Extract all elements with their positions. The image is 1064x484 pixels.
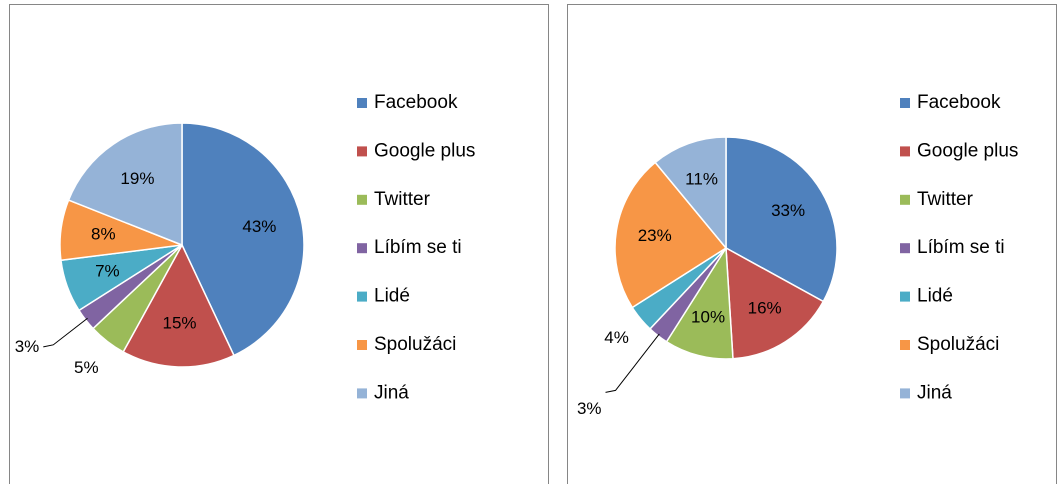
data-label: 4% (604, 328, 629, 347)
legend-swatch (357, 146, 367, 157)
pie-slice (725, 246, 825, 360)
data-label: 7% (95, 261, 120, 280)
legend-swatch (357, 388, 367, 399)
data-label: 15% (162, 314, 196, 333)
legend-label: Jiná (917, 382, 952, 403)
legend-label: Líbím se ti (374, 237, 462, 258)
pie-slice (67, 122, 183, 247)
pie-slice (122, 243, 235, 368)
legend-label: Lidé (917, 286, 953, 307)
legend-label: Google plus (917, 140, 1018, 161)
leader-line (605, 333, 660, 393)
legend-swatch (900, 291, 910, 302)
data-label: 3% (15, 337, 40, 356)
leader-line (43, 317, 88, 348)
legend-swatch (900, 340, 910, 350)
pie-slice (654, 136, 727, 251)
data-label: 23% (638, 226, 672, 245)
data-label: 33% (771, 201, 805, 220)
data-label: 10% (691, 307, 725, 326)
legend-label: Spolužáci (374, 334, 456, 355)
data-label: 5% (74, 358, 99, 377)
data-label: 19% (120, 169, 154, 188)
legend-swatch (900, 194, 910, 205)
legend-swatch (900, 388, 910, 399)
data-label: 16% (748, 298, 782, 317)
pie-slice (725, 136, 838, 303)
legend-swatch (900, 243, 910, 254)
legend-label: Twitter (917, 189, 974, 210)
data-label: 11% (685, 170, 718, 189)
legend-label: Jiná (374, 382, 409, 403)
data-label: 43% (242, 217, 276, 236)
legend-swatch (900, 146, 910, 157)
data-label: 3% (577, 399, 602, 418)
legend-label: Lidé (374, 286, 410, 307)
legend-swatch (357, 98, 367, 108)
data-label: 8% (91, 225, 116, 244)
legend-label: Facebook (917, 92, 1001, 113)
legend-label: Líbím se ti (917, 237, 1005, 258)
legend-swatch (357, 194, 367, 205)
legend-swatch (357, 340, 367, 350)
legend-swatch (357, 291, 367, 302)
pie-slice (181, 122, 305, 357)
legend-label: Facebook (374, 92, 458, 113)
legend-label: Google plus (374, 140, 475, 161)
legend-swatch (357, 243, 367, 254)
legend-label: Spolužáci (917, 334, 999, 355)
legend-swatch (900, 98, 910, 108)
legend-label: Twitter (374, 189, 431, 210)
pie-slice (614, 161, 728, 309)
